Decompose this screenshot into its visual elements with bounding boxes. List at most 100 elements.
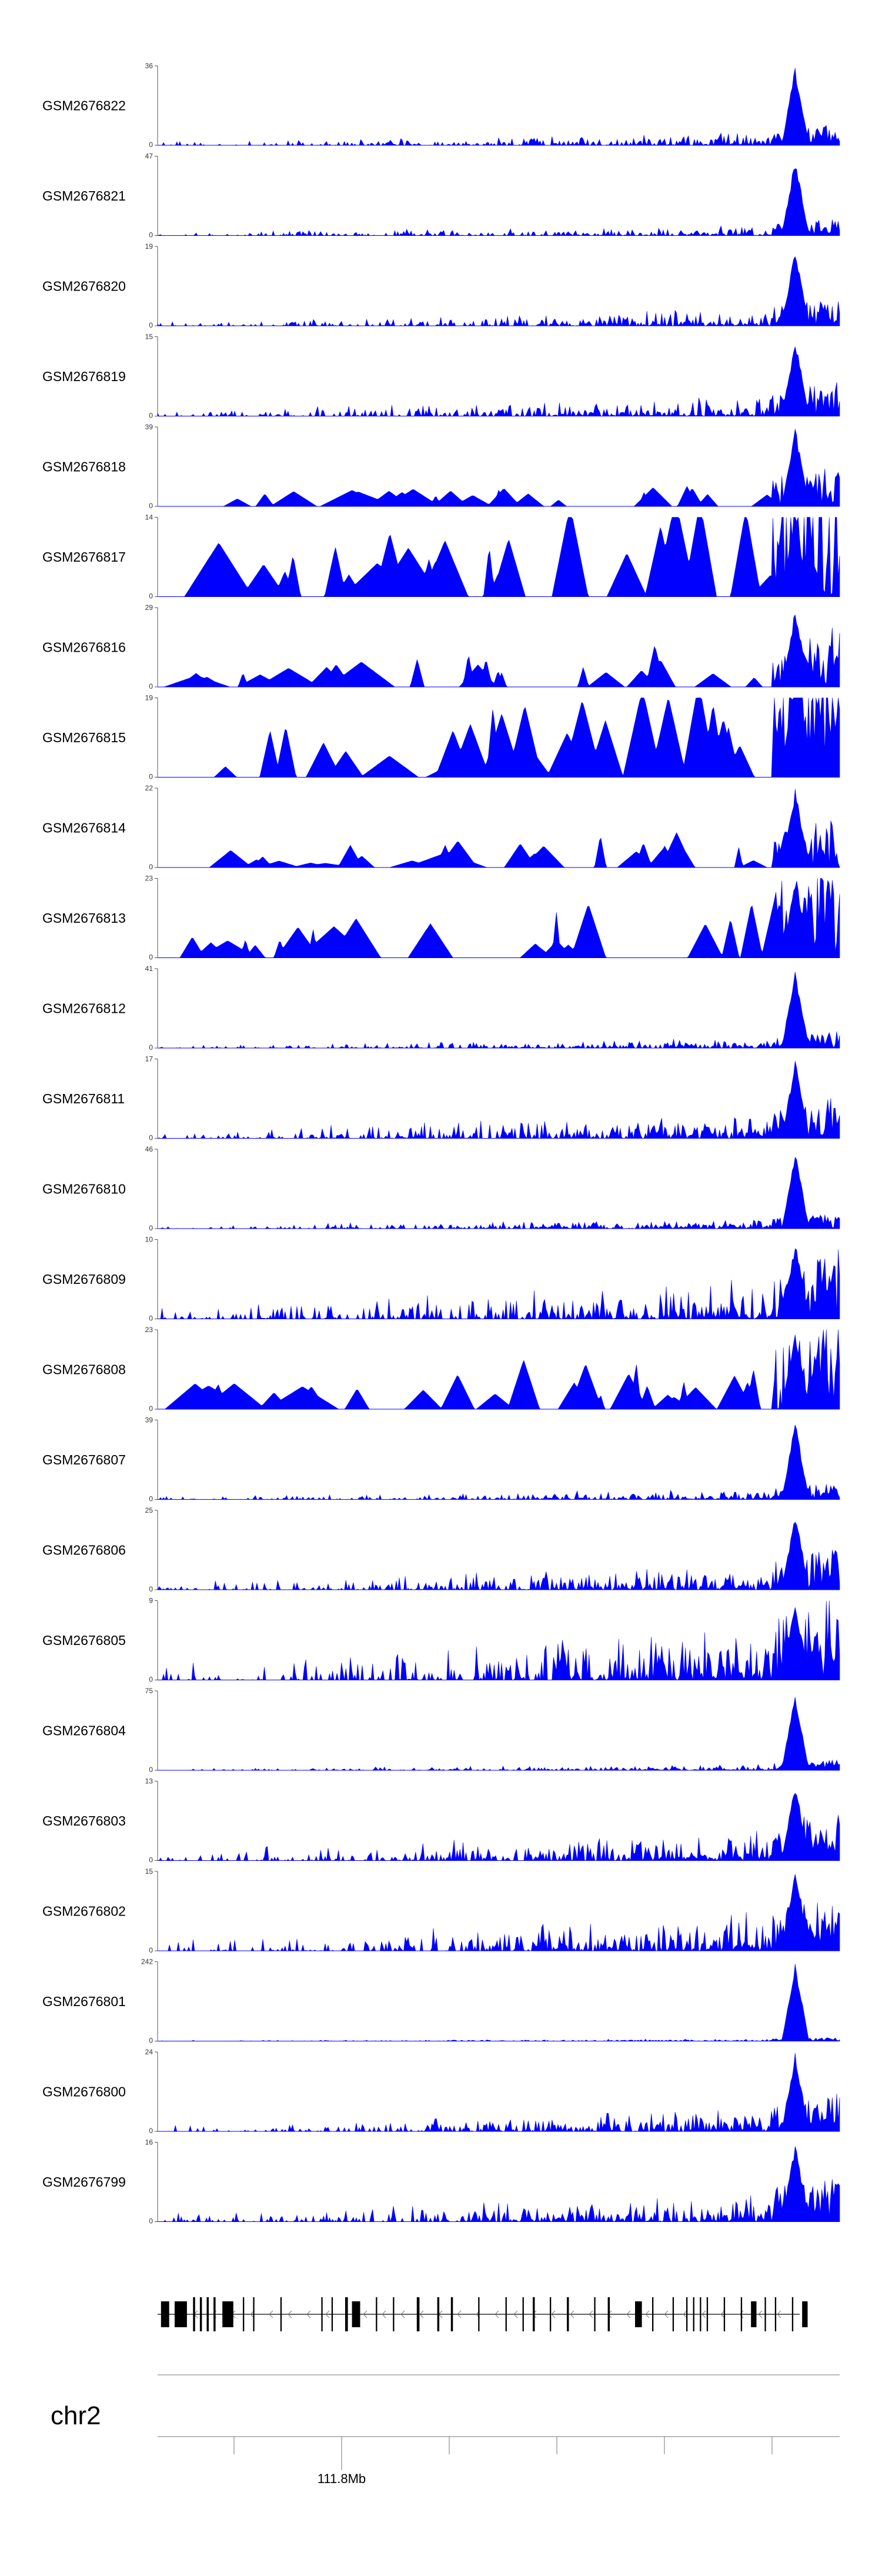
track-GSM2676814: GSM2676814 22 0 (42, 784, 840, 871)
gene-exon (280, 2297, 282, 2331)
y-tick-label-min: 0 (149, 141, 153, 149)
strand-arrow (495, 2310, 499, 2318)
track-label: GSM2676816 (42, 640, 126, 655)
track-GSM2676807: GSM2676807 39 0 (42, 1416, 840, 1503)
track-GSM2676810: GSM2676810 46 0 (42, 1145, 840, 1232)
track-GSM2676819: GSM2676819 15 0 (42, 333, 840, 420)
y-tick-label-max: 23 (145, 875, 153, 883)
track-label: GSM2676811 (42, 1091, 125, 1106)
gene-exon (533, 2297, 535, 2331)
signal-area (157, 1061, 840, 1139)
y-tick-label-max: 17 (145, 1055, 153, 1063)
track-GSM2676804: GSM2676804 75 0 (42, 1687, 840, 1774)
track-label: GSM2676822 (42, 98, 126, 114)
gene-exon (522, 2297, 524, 2331)
track-label: GSM2676818 (42, 459, 126, 475)
y-tick-label-max: 22 (145, 784, 153, 792)
gene-model-track (158, 2297, 808, 2331)
gene-exon (243, 2297, 245, 2331)
genome-tick-label: 111.8Mb (318, 2471, 366, 2486)
gene-exon (393, 2297, 395, 2331)
signal-area (158, 1874, 840, 1952)
track-label: GSM2676803 (42, 1813, 126, 1828)
y-tick-label-max: 15 (145, 1867, 153, 1876)
y-tick-label-min: 0 (149, 682, 153, 690)
strand-arrow (626, 2310, 631, 2318)
gene-exon (175, 2301, 187, 2327)
y-tick-label-min: 0 (149, 1043, 153, 1052)
gene-exon (672, 2297, 674, 2331)
gene-exon (693, 2297, 694, 2331)
track-GSM2676808: GSM2676808 23 0 (42, 1326, 840, 1413)
y-tick-label-max: 24 (145, 2048, 153, 2056)
strand-arrow (457, 2310, 462, 2318)
strand-arrow (701, 2310, 706, 2318)
gene-exon (567, 2297, 569, 2331)
strand-arrow (288, 2310, 292, 2318)
chromosome-label: chr2 (51, 2401, 101, 2430)
y-tick-label-max: 23 (145, 1326, 153, 1334)
genome-axis: chr2 111.8Mb (51, 2374, 840, 2486)
track-GSM2676821: GSM2676821 47 0 (42, 152, 840, 239)
track-label: GSM2676814 (42, 820, 126, 836)
y-tick-label-min: 0 (149, 2127, 153, 2135)
signal-area (158, 878, 840, 959)
y-tick-label-min: 0 (149, 773, 153, 781)
y-tick-label-min: 0 (149, 1495, 153, 1503)
strand-arrow (720, 2310, 725, 2318)
y-tick-label-min: 0 (149, 1946, 153, 1954)
y-tick-label-max: 19 (145, 694, 153, 702)
signal-area (158, 1600, 840, 1681)
strand-arrow (758, 2310, 763, 2318)
track-label: GSM2676810 (42, 1182, 126, 1197)
signal-area (157, 1424, 840, 1500)
strand-arrow (382, 2310, 386, 2318)
signal-area (158, 68, 840, 146)
gene-exon (331, 2297, 333, 2331)
gene-exon (550, 2297, 552, 2331)
track-GSM2676812: GSM2676812 41 0 (42, 965, 840, 1052)
track-label: GSM2676801 (42, 1994, 126, 2009)
signal-area (158, 789, 840, 868)
track-label: GSM2676806 (42, 1543, 126, 1558)
y-tick-label-min: 0 (149, 1314, 153, 1323)
gene-exon (321, 2297, 323, 2331)
strand-arrow (363, 2310, 368, 2318)
track-GSM2676816: GSM2676816 29 0 (42, 603, 840, 690)
y-tick-label-min: 0 (149, 231, 153, 239)
y-tick-label-min: 0 (149, 863, 153, 871)
y-tick-label-min: 0 (149, 1856, 153, 1864)
track-label: GSM2676799 (42, 2174, 126, 2190)
track-GSM2676802: GSM2676802 15 0 (42, 1867, 840, 1954)
gene-exon (706, 2297, 709, 2331)
track-GSM2676809: GSM2676809 10 0 (42, 1236, 840, 1323)
track-GSM2676805: GSM2676805 9 0 (42, 1597, 840, 1684)
y-tick-label-min: 0 (149, 1224, 153, 1232)
signal-area (157, 256, 840, 327)
gene-exon (213, 2297, 216, 2331)
strand-arrow (645, 2310, 650, 2318)
gene-exon (791, 2297, 794, 2331)
gene-exon (802, 2301, 808, 2327)
gene-exon (764, 2297, 766, 2331)
y-tick-label-max: 39 (145, 423, 153, 431)
gene-exon (700, 2297, 701, 2331)
strand-arrow (683, 2310, 687, 2318)
y-tick-label-max: 46 (145, 1145, 153, 1153)
y-tick-label-min: 0 (149, 502, 153, 510)
track-label: GSM2676805 (42, 1633, 126, 1648)
track-label: GSM2676817 (42, 549, 126, 565)
gene-exon (478, 2297, 480, 2331)
y-tick-label-max: 10 (145, 1236, 153, 1244)
y-tick-label-max: 19 (145, 242, 153, 251)
gene-exon (450, 2297, 453, 2331)
signal-area (158, 429, 840, 507)
signal-area (158, 698, 840, 778)
y-tick-label-max: 29 (145, 603, 153, 612)
gene-exon (594, 2297, 596, 2331)
y-tick-label-max: 25 (145, 1506, 153, 1514)
y-tick-label-max: 15 (145, 333, 153, 341)
signal-area (158, 1697, 840, 1771)
gene-exon (437, 2297, 440, 2331)
y-tick-label-max: 75 (145, 1687, 153, 1695)
